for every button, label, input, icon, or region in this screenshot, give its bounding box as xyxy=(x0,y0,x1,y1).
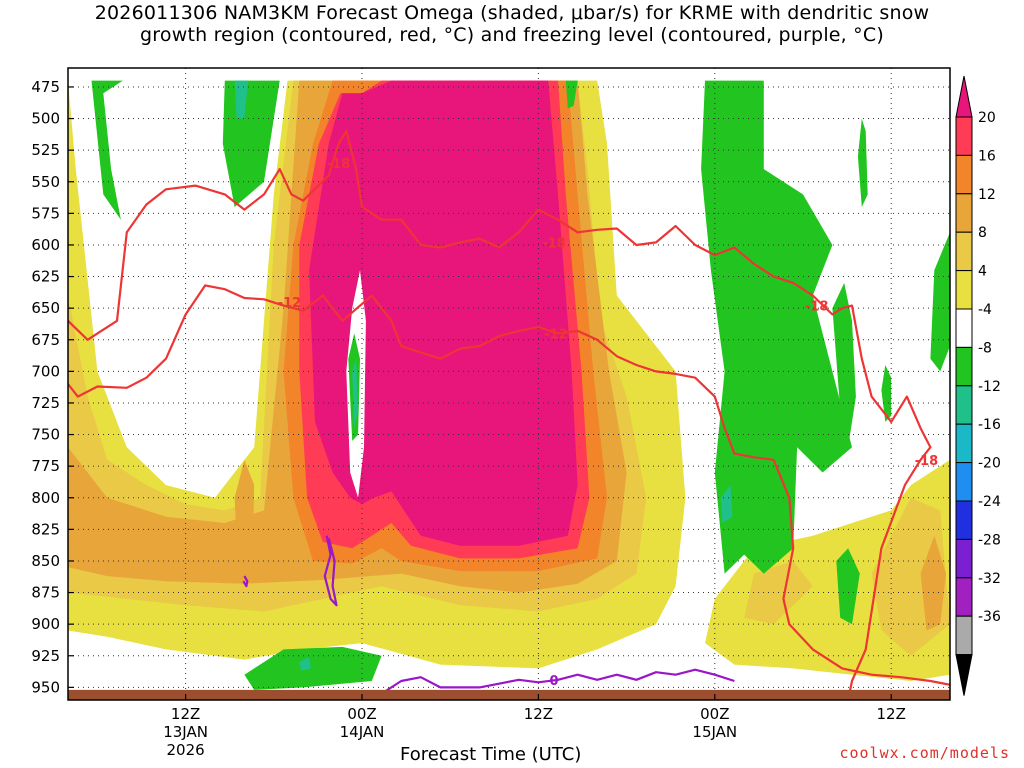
y-tick-label-575: 575 xyxy=(31,204,60,222)
dendritic-minus18-contour-label-1: -18 xyxy=(542,236,566,251)
site-watermark[interactable]: coolwx.com/models xyxy=(839,744,1010,762)
colorbar-label-6: -8 xyxy=(978,340,992,356)
y-tick-label-600: 600 xyxy=(31,236,60,254)
omega-region--8-16 xyxy=(701,80,852,574)
colorbar-label-5: -4 xyxy=(978,302,992,318)
axes: 475 500 525 550 575 600 625 650 675 700 725 750 775 8… xyxy=(31,78,906,759)
colorbar-swatch-9 xyxy=(955,462,973,502)
freezing-level-contour-a xyxy=(323,535,338,607)
colorbar-label-3: 8 xyxy=(978,225,987,241)
colorbar-label-10: -24 xyxy=(978,494,1001,510)
chart-title: 2026011306 NAM3KM Forecast Omega (shaded… xyxy=(94,2,930,46)
y-tick-label-925: 925 xyxy=(31,647,60,665)
omega-region--8-21 xyxy=(857,118,868,207)
y-tick-label-650: 650 xyxy=(31,299,60,317)
plot-frame xyxy=(67,67,951,701)
omega-region--12-26 xyxy=(299,657,311,671)
temperature-contours: -18 -18 -18 -18 -12 -12 0 xyxy=(68,130,950,700)
y-tick-label-625: 625 xyxy=(31,268,60,286)
x-tick-label-15: 00Z xyxy=(347,705,376,723)
omega-region--8-12 xyxy=(73,80,123,220)
x-tick-year-6: 2026 xyxy=(167,741,205,759)
y-tick-label-775: 775 xyxy=(31,457,60,475)
colorbar-label-0: 20 xyxy=(978,110,996,126)
y-tick-label-875: 875 xyxy=(31,584,60,602)
omega-region-12-6 xyxy=(234,459,255,580)
colorbar-label-8: -16 xyxy=(978,417,1001,433)
colorbar-label-4: 4 xyxy=(978,264,987,280)
colorbar-label-1: 16 xyxy=(978,148,996,164)
freezing-level-contour-b xyxy=(381,668,735,695)
omega-region--12-24 xyxy=(352,358,359,429)
omega-region-12-7 xyxy=(920,535,947,631)
grid-lines xyxy=(68,68,950,700)
x-tick-date-6: 13JAN xyxy=(163,723,208,741)
colorbar-swatch-6 xyxy=(955,346,973,387)
colorbar-swatch-10 xyxy=(955,500,973,540)
dendritic-minus18-contour-label-3: -18 xyxy=(915,454,939,469)
colorbar: 20 16 12 8 4 -4 -8 -12 -16 -20 -24 -28 -32 -36 xyxy=(955,75,1001,696)
dendritic-minus12-contour-label-0: -12 xyxy=(278,296,302,311)
y-tick-label-950: 950 xyxy=(31,678,60,696)
y-tick-label-850: 850 xyxy=(31,552,60,570)
dendritic-minus18-contour-label-2: -18 xyxy=(805,300,829,315)
colorbar-label-7: -12 xyxy=(978,379,1001,395)
omega-region--12-23 xyxy=(234,80,249,119)
y-tick-label-725: 725 xyxy=(31,394,60,412)
y-tick-label-475: 475 xyxy=(31,78,60,96)
x-tick-label-6: 12Z xyxy=(171,705,200,723)
y-tick-label-550: 550 xyxy=(31,173,60,191)
colorbar-swatch-8 xyxy=(955,423,973,464)
dendritic-minus12-contour-label-1: -12 xyxy=(544,327,568,342)
colorbar-swatch-4 xyxy=(955,270,973,310)
colorbar-swatch-11 xyxy=(955,538,973,579)
colorbar-swatch-2 xyxy=(955,193,973,233)
omega-region-24-10 xyxy=(309,80,578,546)
omega-region--8-20 xyxy=(930,232,950,372)
terrain-ground xyxy=(68,689,950,700)
freezing-level-contour-b-label-0: 0 xyxy=(550,674,559,689)
colorbar-swatch-3 xyxy=(955,231,973,272)
omega-region--8-18 xyxy=(836,548,860,625)
colorbar-swatch-12 xyxy=(955,577,973,617)
y-tick-label-800: 800 xyxy=(31,489,60,507)
omega-region--8-13 xyxy=(222,80,280,207)
x-tick-date-33: 15JAN xyxy=(692,723,737,741)
y-tick-label-675: 675 xyxy=(31,331,60,349)
colorbar-swatch-1 xyxy=(955,154,973,195)
dendritic-minus18-contour xyxy=(68,130,932,700)
x-tick-label-24: 12Z xyxy=(524,705,553,723)
colorbar-label-9: -20 xyxy=(978,456,1001,472)
y-tick-label-525: 525 xyxy=(31,141,60,159)
x-tick-label-33: 00Z xyxy=(700,705,729,723)
omega-shading xyxy=(68,80,950,690)
colorbar-swatch-0 xyxy=(955,116,973,156)
x-tick-date-15: 14JAN xyxy=(340,723,385,741)
y-tick-label-500: 500 xyxy=(31,110,60,128)
y-tick-label-750: 750 xyxy=(31,426,60,444)
colorbar-top-arrow xyxy=(955,75,973,118)
colorbar-bottom-arrow xyxy=(955,654,973,696)
colorbar-swatch-13 xyxy=(955,615,973,656)
colorbar-swatch-7 xyxy=(955,385,973,425)
colorbar-label-12: -32 xyxy=(978,571,1001,587)
colorbar-swatch-5 xyxy=(955,308,973,348)
omega-region--8-17 xyxy=(832,282,856,448)
colorbar-label-11: -28 xyxy=(978,532,1001,548)
colorbar-label-13: -36 xyxy=(978,609,1001,625)
x-tick-label-42: 12Z xyxy=(877,705,906,723)
x-axis-title: Forecast Time (UTC) xyxy=(400,744,582,765)
omega-region--8-19 xyxy=(565,80,578,109)
y-tick-label-900: 900 xyxy=(31,615,60,633)
colorbar-label-2: 12 xyxy=(978,187,996,203)
omega-region--8-15 xyxy=(244,646,382,690)
omega-region--12-25 xyxy=(720,485,733,523)
dendritic-minus12-contour xyxy=(68,284,950,686)
dendritic-minus18-contour-label-0: -18 xyxy=(327,157,351,172)
y-tick-label-825: 825 xyxy=(31,520,60,538)
omega-region--8-22 xyxy=(881,365,892,422)
y-tick-label-700: 700 xyxy=(31,362,60,380)
freezing-level-contour-c xyxy=(242,575,249,588)
